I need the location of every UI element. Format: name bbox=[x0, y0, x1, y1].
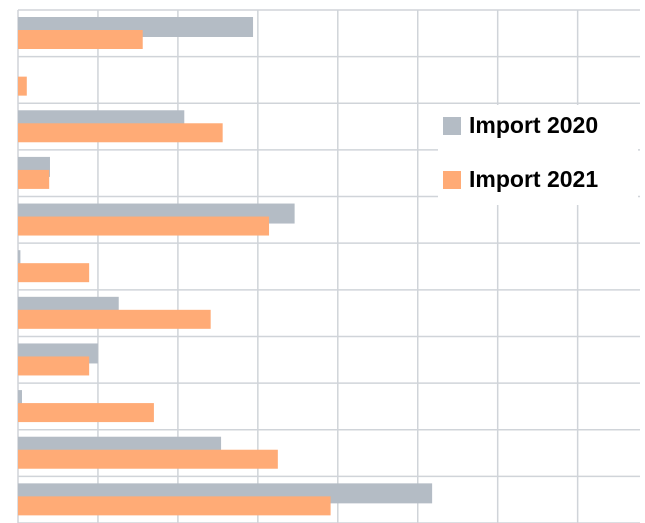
bar bbox=[18, 356, 90, 376]
bar bbox=[18, 169, 50, 189]
legend-swatch bbox=[443, 171, 461, 189]
legend-swatch bbox=[443, 117, 461, 135]
legend-label: Import 2020 bbox=[469, 112, 598, 138]
bar bbox=[18, 123, 223, 143]
bar bbox=[18, 216, 270, 236]
bar bbox=[18, 390, 22, 411]
bar bbox=[18, 263, 90, 283]
bar bbox=[18, 76, 27, 96]
bar bbox=[18, 449, 278, 469]
bar bbox=[18, 403, 154, 423]
bar bbox=[18, 496, 331, 516]
bar bbox=[18, 309, 211, 329]
legend-background bbox=[438, 105, 638, 205]
legend-label: Import 2021 bbox=[469, 166, 598, 192]
bar bbox=[18, 30, 143, 49]
bar bbox=[18, 250, 21, 271]
